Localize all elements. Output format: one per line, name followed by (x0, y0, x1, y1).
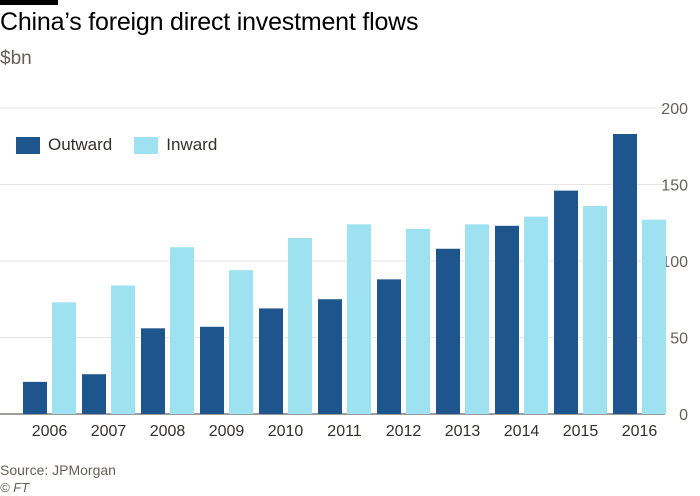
bar-outward-2009 (200, 326, 224, 414)
x-tick-label: 2007 (91, 423, 127, 440)
bar-inward-2014 (524, 216, 548, 414)
bar-inward-2009 (229, 270, 253, 414)
x-tick-label: 2014 (504, 423, 540, 440)
x-tick-label: 2009 (209, 423, 245, 440)
bar-outward-2012 (377, 279, 401, 414)
x-tick-label: 2016 (622, 423, 658, 440)
bar-inward-2008 (170, 247, 194, 414)
x-tick-label: 2006 (32, 423, 68, 440)
y-tick-label: 100 (661, 254, 688, 271)
bar-outward-2008 (141, 328, 165, 414)
bar-inward-2011 (347, 224, 371, 414)
source-note: Source: JPMorgan (0, 462, 116, 478)
chart-subtitle: $bn (0, 48, 32, 69)
bar-inward-2015 (583, 205, 607, 414)
legend-item-inward: Inward (134, 135, 217, 155)
legend-swatch-inward (134, 136, 159, 154)
y-tick-label: 200 (661, 101, 688, 118)
legend-label-outward: Outward (48, 135, 113, 154)
bar-outward-2014 (495, 225, 519, 414)
x-tick-label: 2008 (150, 423, 186, 440)
x-tick-label: 2015 (563, 423, 599, 440)
chart-title: China’s foreign direct investment flows (0, 8, 419, 36)
y-tick-label: 150 (661, 178, 688, 195)
bar-chart: 0 50 100 150 200 2006 2007 2008 2009 2010 2011 2012… (0, 101, 688, 440)
bar-outward-2015 (554, 190, 578, 414)
y-tick-label: 0 (679, 407, 688, 424)
x-tick-label: 2010 (268, 423, 304, 440)
legend-label-inward: Inward (166, 135, 218, 154)
bar-inward-2013 (465, 224, 489, 414)
y-tick-label: 50 (670, 331, 688, 348)
bar-outward-2007 (82, 374, 106, 414)
bar-outward-2016 (613, 134, 637, 414)
header-rule (0, 0, 58, 5)
bar-outward-2006 (23, 381, 47, 414)
bar-outward-2011 (318, 299, 342, 414)
x-tick-label: 2011 (327, 423, 362, 440)
legend: Outward Inward (16, 135, 239, 155)
bar-inward-2006 (52, 302, 76, 414)
bar-inward-2007 (111, 285, 135, 414)
bar-inward-2010 (288, 238, 312, 414)
ft-credit: © FT (0, 480, 30, 495)
x-tick-label: 2012 (386, 423, 422, 440)
bar-inward-2016 (642, 219, 666, 414)
bar-outward-2010 (259, 308, 283, 414)
legend-swatch-outward (16, 136, 40, 154)
x-tick-label: 2013 (445, 423, 481, 440)
bar-inward-2012 (406, 228, 430, 414)
bar-outward-2013 (436, 248, 460, 414)
legend-item-outward: Outward (16, 135, 112, 155)
